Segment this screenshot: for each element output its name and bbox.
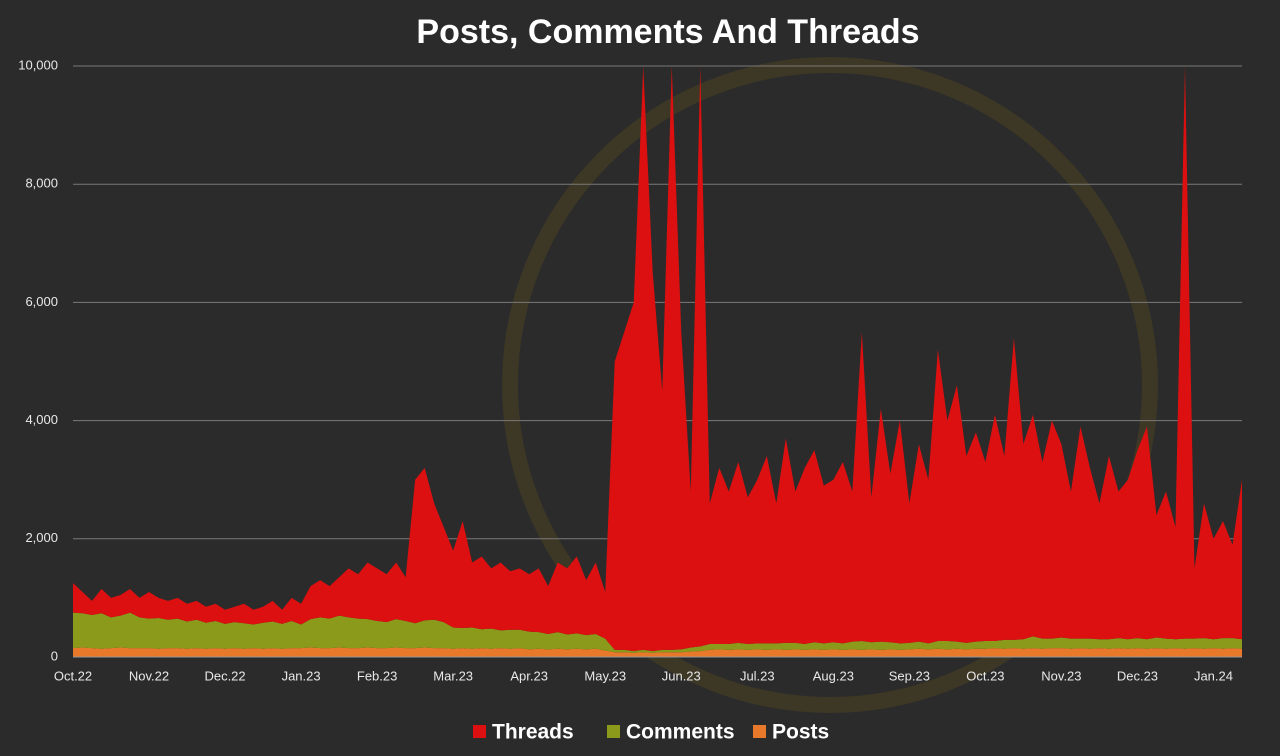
- x-tick-label: Oct.22: [54, 668, 92, 683]
- legend-label: Posts: [772, 721, 829, 744]
- area: [73, 612, 1242, 653]
- x-tick-label: Jul.23: [740, 668, 775, 683]
- y-tick-label: 6,000: [25, 294, 58, 309]
- watermark: [502, 57, 1158, 713]
- x-tick-label: Feb.23: [357, 668, 397, 683]
- x-tick-label: Oct.23: [966, 668, 1004, 683]
- x-tick-label: Mar.23: [433, 668, 473, 683]
- x-tick-label: Nov.22: [129, 668, 169, 683]
- x-tick-label: Dec.23: [1117, 668, 1158, 683]
- x-tick-label: Dec.22: [204, 668, 245, 683]
- legend-label: Threads: [492, 721, 574, 744]
- legend: Threads Comments Posts: [473, 721, 829, 744]
- y-tick-label: 4,000: [25, 412, 58, 427]
- x-tick-label: Jan.23: [282, 668, 321, 683]
- area: [73, 647, 1242, 657]
- y-tick-label: 8,000: [25, 176, 58, 191]
- legend-label: Comments: [626, 721, 735, 744]
- x-tick-label: May.23: [584, 668, 626, 683]
- x-tick-label: Jun.23: [662, 668, 701, 683]
- legend-swatch: [753, 725, 766, 738]
- x-tick-label: Aug.23: [813, 668, 854, 683]
- x-tick-label: Nov.23: [1041, 668, 1081, 683]
- x-tick-label: Apr.23: [510, 668, 548, 683]
- area: [73, 66, 1242, 652]
- x-tick-label: Sep.23: [889, 668, 930, 683]
- x-tick-label: Jan.24: [1194, 668, 1233, 683]
- y-tick-label: 0: [51, 648, 58, 663]
- chart-title: Posts, Comments And Threads: [416, 13, 919, 51]
- legend-swatch: [473, 725, 486, 738]
- y-tick-label: 10,000: [18, 57, 58, 72]
- y-tick-label: 2,000: [25, 530, 58, 545]
- legend-swatch: [607, 725, 620, 738]
